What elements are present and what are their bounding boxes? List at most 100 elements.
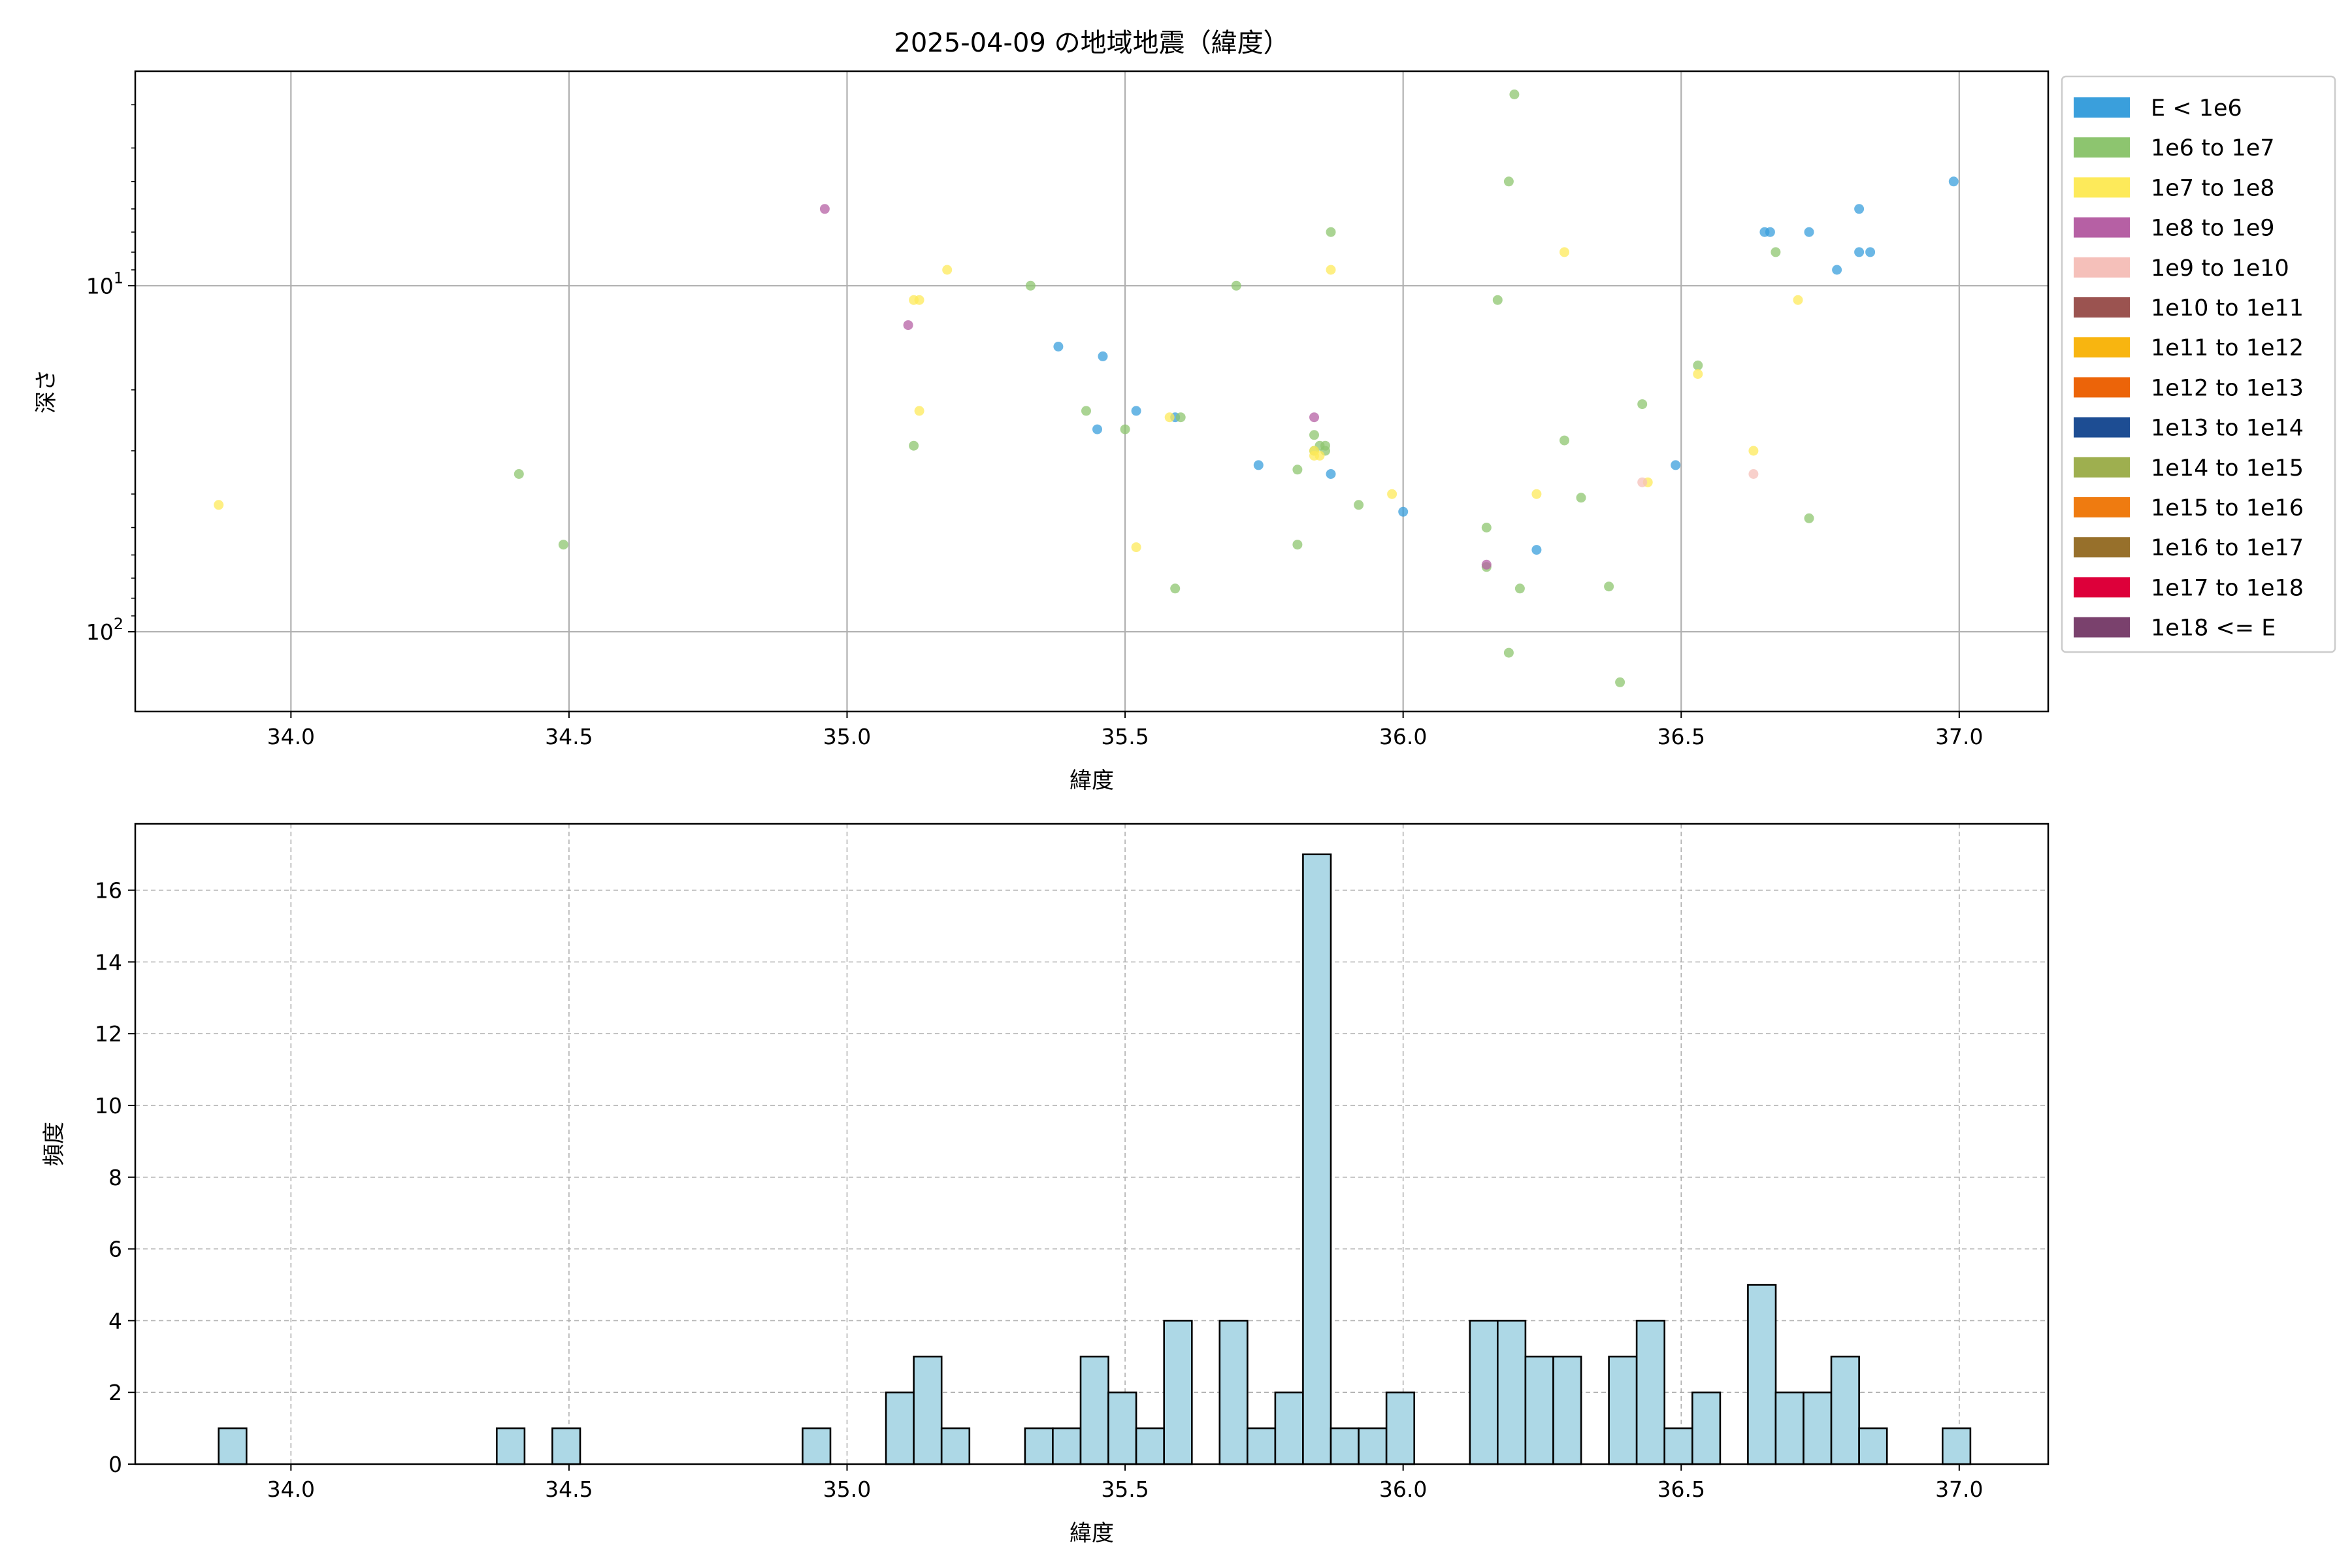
- legend-swatch: [2074, 97, 2130, 118]
- legend-swatch: [2074, 537, 2130, 558]
- histogram-bar: [1302, 853, 1332, 1465]
- histogram-panel: 34.0 34.5 35.0 35.5 36.0 36.5 37.0 0 2 4 6 8 10 12 14 1…: [41, 823, 2050, 1546]
- scatter-point: [1354, 500, 1364, 510]
- histogram-bar: [1552, 1356, 1582, 1465]
- legend-label: 1e14 to 1e15: [2151, 455, 2304, 482]
- histogram-y-tick-label: 4: [108, 1308, 122, 1333]
- scatter-legend: E < 1e6 1e6 to 1e7 1e7 to 1e8 1e8 to 1e9 1e9…: [2061, 75, 2336, 653]
- scatter-points: [214, 90, 1959, 687]
- scatter-point: [1326, 265, 1336, 275]
- histogram-bar: [1858, 1427, 1888, 1465]
- scatter-point: [1693, 360, 1703, 370]
- scatter-point: [1326, 227, 1336, 237]
- histogram-bar: [1024, 1427, 1054, 1465]
- scatter-x-tick-label: 35.0: [823, 724, 871, 749]
- histogram-bar: [1747, 1284, 1777, 1465]
- scatter-y-tick-label: 102: [86, 615, 123, 645]
- legend-swatch: [2074, 217, 2130, 238]
- legend-label: 1e17 to 1e18: [2151, 575, 2304, 601]
- scatter-point: [1253, 460, 1264, 470]
- scatter-point: [1231, 280, 1241, 291]
- scatter-point: [514, 469, 524, 479]
- scatter-x-tick-label: 36.5: [1657, 724, 1705, 749]
- scatter-point: [909, 440, 919, 451]
- scatter-point: [1748, 446, 1759, 456]
- scatter-point: [1948, 176, 1959, 187]
- histogram-bar: [1107, 1391, 1137, 1465]
- scatter-point: [1604, 581, 1614, 592]
- histogram-bar: [1218, 1320, 1249, 1465]
- histogram-bar: [913, 1356, 943, 1465]
- histogram-x-axis-label: 緯度: [1070, 1520, 1114, 1546]
- histogram-bar: [1274, 1391, 1304, 1465]
- histogram-bar: [1469, 1320, 1499, 1465]
- histogram-bar: [218, 1427, 248, 1465]
- scatter-point: [1081, 406, 1091, 416]
- legend-swatch: [2074, 617, 2130, 638]
- histogram-bar: [1385, 1391, 1416, 1465]
- scatter-point: [1131, 542, 1141, 553]
- scatter-x-tick-label: 37.0: [1935, 724, 1983, 749]
- scatter-point: [1092, 424, 1102, 434]
- legend-swatch: [2074, 337, 2130, 358]
- scatter-point: [1292, 465, 1303, 475]
- legend-label: 1e10 to 1e11: [2151, 295, 2304, 321]
- histogram-bar: [1247, 1427, 1277, 1465]
- histogram-bar: [1635, 1320, 1666, 1465]
- scatter-point: [558, 540, 568, 550]
- legend-swatch: [2074, 577, 2130, 598]
- histogram-bar: [1163, 1320, 1193, 1465]
- legend-label: E < 1e6: [2151, 95, 2242, 122]
- scatter-point: [1175, 412, 1186, 423]
- histogram-bar: [1079, 1356, 1109, 1465]
- scatter-point: [1832, 265, 1842, 275]
- scatter-x-tick-label: 34.5: [545, 724, 593, 749]
- scatter-point: [1509, 90, 1520, 99]
- histogram-bar: [1608, 1356, 1638, 1465]
- scatter-point: [1637, 477, 1648, 487]
- scatter-point: [903, 320, 913, 331]
- legend-label: 1e8 to 1e9: [2151, 216, 2275, 242]
- histogram-x-tick-label: 34.5: [545, 1477, 593, 1502]
- scatter-title: 2025-04-09 の地域地震（緯度）: [894, 28, 1289, 58]
- histogram-bar: [1830, 1356, 1860, 1465]
- histogram-bar: [1497, 1320, 1527, 1465]
- scatter-point: [1320, 440, 1330, 451]
- scatter-point: [1387, 489, 1397, 499]
- histogram-x-tick-label: 36.5: [1657, 1477, 1705, 1502]
- legend-swatch: [2074, 417, 2130, 438]
- scatter-point: [1765, 227, 1775, 237]
- scatter-point: [1309, 412, 1319, 423]
- histogram-bar: [551, 1427, 581, 1465]
- histogram-x-tick-label: 34.0: [267, 1477, 315, 1502]
- scatter-point: [1053, 342, 1064, 351]
- histogram-y-tick-label: 2: [108, 1380, 122, 1405]
- scatter-point: [1481, 523, 1492, 532]
- legend-frame: [2061, 75, 2336, 653]
- histogram-plot-frame: [134, 823, 2050, 1465]
- legend-label: 1e6 to 1e7: [2151, 135, 2275, 161]
- scatter-point: [1748, 469, 1759, 479]
- histogram-bar: [1052, 1427, 1082, 1465]
- histogram-x-tick-label: 35.0: [823, 1477, 871, 1502]
- scatter-point: [214, 500, 224, 510]
- scatter-x-tick-label: 34.0: [267, 724, 315, 749]
- scatter-plot-frame: [134, 70, 2050, 713]
- legend-swatch: [2074, 377, 2130, 398]
- scatter-point: [1531, 489, 1542, 499]
- legend-label: 1e12 to 1e13: [2151, 375, 2304, 401]
- histogram-y-tick-label: 12: [95, 1021, 122, 1047]
- histogram-bar: [1135, 1427, 1165, 1465]
- scatter-point: [1865, 247, 1876, 257]
- scatter-point: [914, 295, 924, 305]
- histogram-bar: [495, 1427, 526, 1465]
- scatter-point: [914, 406, 924, 416]
- scatter-point: [819, 204, 830, 214]
- scatter-point: [1503, 176, 1514, 187]
- histogram-bar: [1330, 1427, 1360, 1465]
- scatter-point: [1637, 399, 1648, 410]
- histogram-y-tick-label: 10: [95, 1093, 122, 1119]
- scatter-point: [1854, 247, 1865, 257]
- histogram-bar: [1691, 1391, 1722, 1465]
